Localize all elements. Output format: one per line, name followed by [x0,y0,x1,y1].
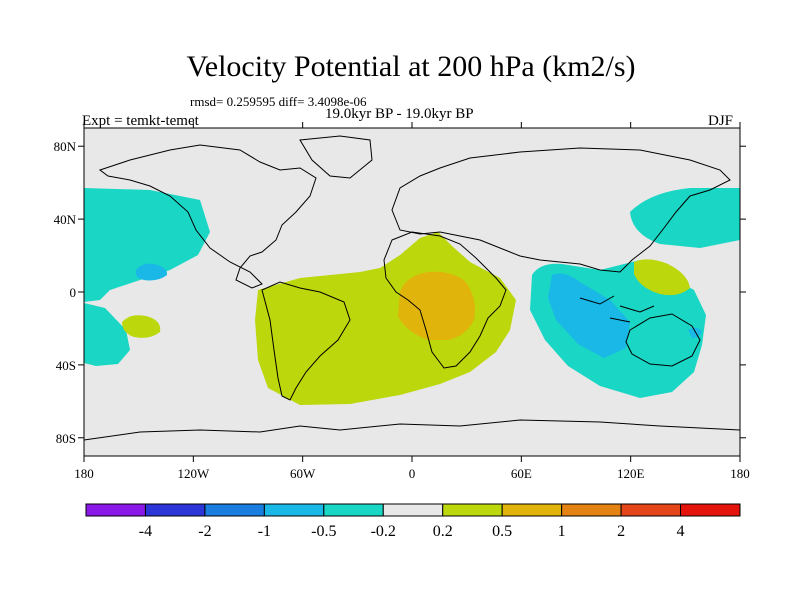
colorbar-swatch [263,503,325,517]
field-neg-02-nw-pacific [630,188,740,248]
colorbar-swatch [382,503,444,517]
colorbar-swatch [442,503,503,517]
colorbar-label: 2 [617,523,625,540]
stats-text: rmsd= 0.259595 diff= 3.4098e-06 [190,94,367,109]
colorbar-swatch [144,503,206,517]
lat-tick-label: 0 [70,285,77,300]
season-label: DJF [708,113,734,129]
lon-tick-label: 0 [409,466,416,481]
lat-tick-label: 40N [54,212,77,227]
field-neg-05-coral-sea [688,327,702,338]
field-neg-05-pacific-west [135,263,168,281]
field-neg-05-indopacific [548,273,630,358]
colorbar-swatch [680,503,741,517]
experiment-label: Expt = temkt-temet [82,113,199,129]
latitude-axis: 80N 40N 0 40S 80S [54,139,746,446]
colorbar-swatch [204,503,265,517]
colorbar-label: 1 [558,523,566,540]
coast-indonesia [579,295,655,323]
colorbar-label: -0.2 [371,523,396,540]
coast-australia [625,313,701,367]
coast-north-america [98,144,317,289]
colorbar-swatch [323,503,384,517]
colorbar-label: -2 [198,523,211,540]
coast-eurasia [391,147,731,273]
lon-tick-label: 180 [730,466,750,481]
colorbar-label: 0.2 [433,523,453,540]
lat-tick-label: 40S [56,358,76,373]
colorbar-swatch [561,503,622,517]
lon-tick-label: 180 [74,466,94,481]
colorbar-swatch [620,503,682,517]
coastlines [84,135,740,441]
lon-tick-label: 60E [511,466,532,481]
period-text: 19.0kyr BP - 19.0kyr BP [325,106,474,122]
lon-tick-label: 120W [177,466,210,481]
lat-tick-label: 80S [56,431,76,446]
colorbar-label: 0.5 [492,523,512,540]
field-pos-05-congo [398,271,475,340]
lon-tick-label: 120E [617,466,645,481]
lat-tick-label: 80N [54,139,77,154]
longitude-axis: 180 120W 60W 0 60E 120E 180 [74,122,750,481]
colorbar-label: -1 [258,523,271,540]
coast-greenland [299,135,373,179]
field-pos-02-philippines [634,259,690,296]
lon-tick-label: 60W [290,466,316,481]
colorbar-swatch [501,503,563,517]
field-neg-02-pacific-sw [84,303,130,366]
chart-title: Velocity Potential at 200 hPa (km2/s) [186,50,636,83]
coast-africa [383,231,507,369]
field-neg-02-pacific-west [84,188,210,302]
field-pos-02-pacific-south [122,315,161,338]
colorbar-label: -0.5 [311,523,336,540]
coast-south-america [261,281,351,401]
contour-fields [84,188,740,405]
coast-antarctica [84,419,740,441]
colorbar-label: 4 [677,523,685,540]
colorbar-label: -4 [139,523,152,540]
colorbar-swatch [85,503,146,517]
colorbar: -4 -2 -1 -0.5 -0.2 0.2 0.5 1 2 4 [85,503,741,540]
